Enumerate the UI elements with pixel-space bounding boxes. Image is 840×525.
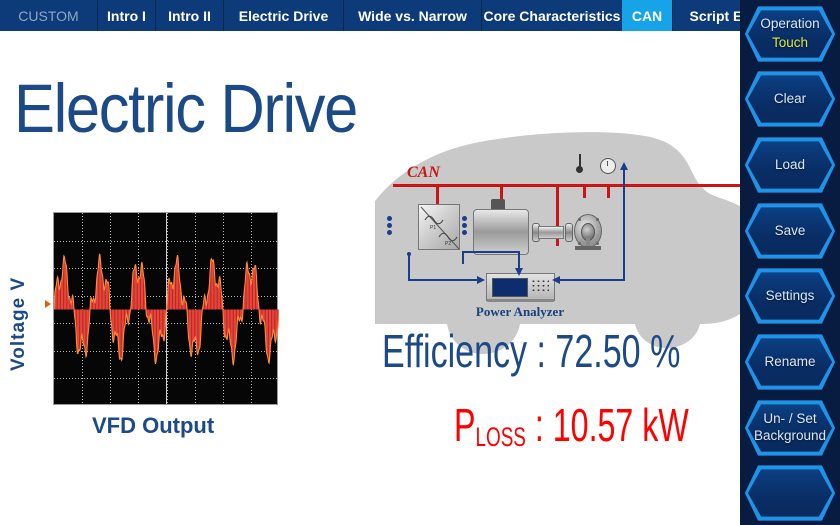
svg-text:P2: P2: [445, 241, 451, 247]
svg-text:P1: P1: [430, 225, 436, 231]
